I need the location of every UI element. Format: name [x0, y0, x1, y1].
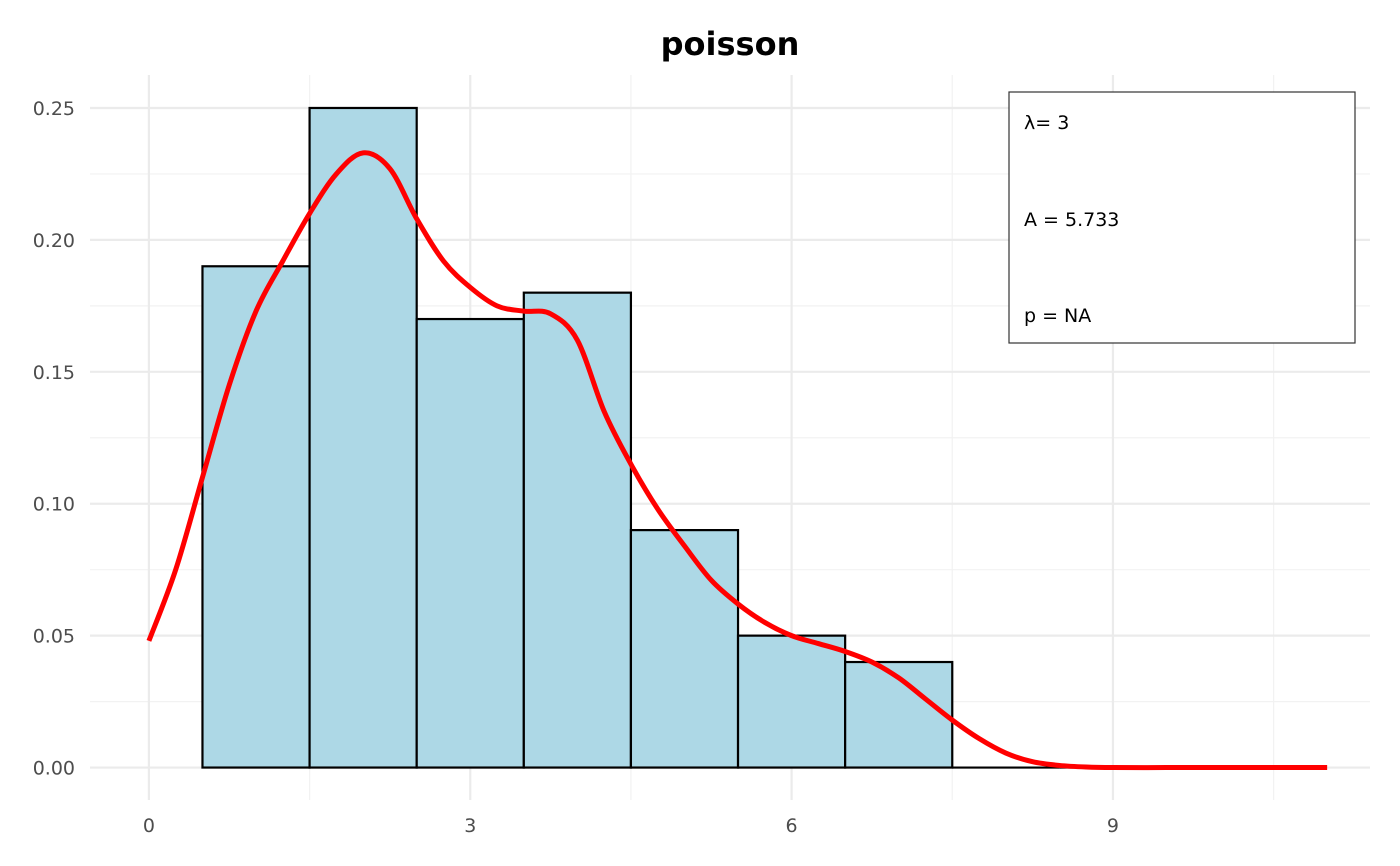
y-tick-label: 0.10 [33, 494, 75, 516]
y-tick-label: 0.20 [33, 230, 75, 252]
x-tick-label: 0 [143, 815, 155, 837]
density-curve [146, 150, 1328, 771]
histogram-bar [736, 634, 847, 769]
x-tick-label: 6 [786, 815, 798, 837]
histogram-bar [415, 317, 525, 769]
y-tick-label: 0.15 [33, 362, 75, 384]
legend-p-value: p = NA [1024, 305, 1091, 327]
y-tick-label: 0.05 [33, 626, 75, 648]
histogram-bar [308, 106, 418, 769]
y-tick-label: 0.25 [33, 98, 75, 120]
legend-box [1008, 91, 1356, 344]
axis-tick-labels: 0.00 0.05 0.10 0.15 0.20 0.25 0 3 6 9 [33, 98, 1119, 837]
x-tick-label: 3 [464, 815, 476, 837]
x-tick-label: 9 [1107, 815, 1119, 837]
y-tick-label: 0.00 [33, 758, 75, 780]
histogram-bar [522, 291, 633, 769]
histogram-bars [201, 106, 1167, 769]
legend-a-statistic: A = 5.733 [1024, 209, 1119, 231]
density-curve-layer [146, 150, 1328, 771]
legend: λ= 3 A = 5.733 p = NA [1008, 91, 1356, 344]
histogram-bar [201, 265, 311, 769]
histogram-bar [629, 529, 740, 769]
chart-title: poisson [661, 25, 800, 63]
legend-lambda: λ= 3 [1024, 112, 1069, 134]
